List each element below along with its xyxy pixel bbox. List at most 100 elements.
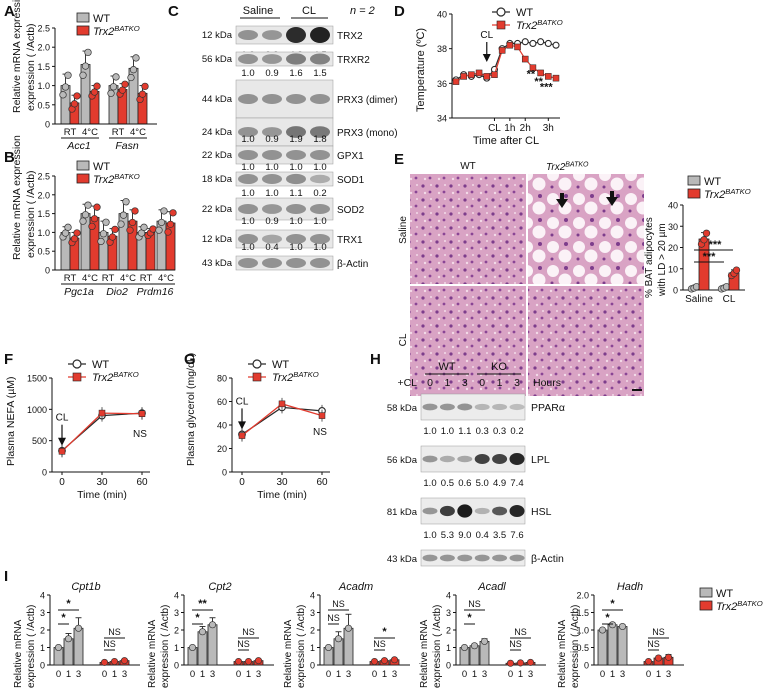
ko-label-base: Trx2 — [92, 372, 113, 384]
data-point — [138, 410, 146, 417]
band — [286, 258, 306, 268]
legend-wt-label: WT — [716, 588, 733, 600]
y-tick-label: 38 — [437, 44, 447, 54]
quant-value: 5.3 — [441, 530, 454, 541]
x-tick-label: 1 — [382, 669, 387, 680]
data-point — [475, 69, 483, 77]
y-tick-label: 0 — [222, 468, 227, 478]
panel-letter-G: G — [184, 351, 196, 368]
data-point — [460, 643, 469, 652]
y-axis-label-2: expression ( /Actb) — [25, 23, 37, 111]
panel-letter-A: A — [4, 3, 15, 20]
y-tick-label: 34 — [437, 114, 447, 124]
significance: NS — [108, 627, 121, 637]
data-point — [164, 228, 172, 236]
y-tick-label: 0 — [584, 661, 589, 671]
data-point — [498, 47, 506, 54]
legend-ko-marker — [72, 372, 82, 382]
significance: *** — [540, 81, 554, 93]
panel-A: 0 0.5 1.0 1.5 2.0 2.5 Relative mRNA expression… — [11, 0, 157, 152]
y-tick-label: 2 — [446, 626, 451, 636]
y-tick-label: 60 — [217, 397, 227, 407]
band — [238, 127, 258, 137]
y-axis-label: % BAT adipocytes — [644, 217, 655, 298]
image-row-cl: CL — [398, 333, 409, 346]
histology-ko-saline — [528, 174, 644, 284]
band — [439, 403, 455, 411]
data-point — [514, 43, 521, 51]
blot-label: HSL — [531, 506, 552, 518]
band — [310, 126, 330, 138]
y-tick-label: 1500 — [27, 374, 47, 384]
y-tick-label: 40 — [668, 201, 678, 211]
band — [422, 403, 438, 411]
significance: * — [610, 598, 615, 610]
data-point — [545, 73, 552, 80]
x-tick-label: CL — [723, 294, 736, 305]
group-label-wt: WT — [438, 361, 455, 373]
x-tick-label: 4°C — [82, 127, 98, 138]
blot-β-Actin — [420, 549, 526, 567]
significance: * — [66, 598, 71, 610]
panel-letter-H: H — [370, 351, 381, 368]
x-tick-label: 0 — [600, 669, 605, 680]
y-tick-label: 40 — [437, 10, 447, 20]
y-tick-label: 20 — [668, 243, 678, 253]
data-point — [117, 220, 125, 228]
data-point — [112, 73, 120, 81]
data-point — [452, 78, 460, 85]
panel-letter-B: B — [4, 149, 15, 166]
n-label: n = 2 — [350, 5, 375, 17]
significance: NS — [332, 599, 345, 609]
x-tick-label: 1 — [112, 669, 117, 680]
data-point — [644, 657, 653, 666]
blot-label: β-Actin — [337, 259, 368, 270]
band — [457, 455, 473, 463]
data-point — [188, 643, 197, 652]
legend-ko-swatch — [699, 600, 713, 611]
quant-value: 1.0 — [265, 162, 278, 173]
blot-label: LPL — [531, 454, 550, 466]
significance: NS — [509, 639, 522, 649]
data-point — [537, 38, 545, 46]
data-point — [98, 409, 106, 417]
data-point — [529, 39, 537, 48]
lane-label: 0 — [479, 377, 485, 389]
lane-label: 3 — [514, 377, 520, 389]
data-point — [238, 432, 246, 439]
y-tick-label: 40 — [217, 421, 227, 431]
ko-label-sup: BATKO — [725, 187, 751, 196]
quant-value: 0.2 — [510, 426, 523, 437]
data-point — [119, 211, 128, 219]
kda-label: 12 kDa — [202, 234, 233, 245]
data-point — [506, 41, 514, 49]
y-tick-label: 2.0 — [37, 43, 50, 53]
blot-label: TRX2 — [337, 31, 363, 42]
image-col-ko: Trx2BATKO — [546, 162, 589, 174]
data-point — [61, 83, 70, 91]
blot-label: PPARα — [531, 402, 565, 414]
quant-value: 0.9 — [265, 216, 278, 227]
x-axis-label: Time (min) — [257, 489, 307, 501]
data-point — [109, 83, 118, 91]
x-tick-label: 0 — [59, 477, 65, 488]
y-tick-label: 0.5 — [37, 100, 50, 110]
kda-label: 18 kDa — [202, 174, 233, 185]
band — [439, 455, 455, 463]
y-tick-label: 4 — [310, 591, 315, 601]
data-point — [58, 448, 66, 455]
y-tick-label: 0 — [446, 661, 451, 671]
significance: *** — [703, 251, 717, 263]
y-tick-label: 36 — [437, 79, 447, 89]
x-tick-label: 3 — [346, 669, 351, 680]
ns-label: NS — [133, 429, 147, 440]
data-point — [483, 73, 491, 80]
legend-ko-swatch — [687, 188, 701, 199]
quant-value: 7.4 — [510, 478, 523, 489]
y-tick-label: 0 — [174, 661, 179, 671]
data-point — [700, 236, 708, 244]
band — [310, 53, 330, 65]
data-point — [208, 621, 217, 629]
